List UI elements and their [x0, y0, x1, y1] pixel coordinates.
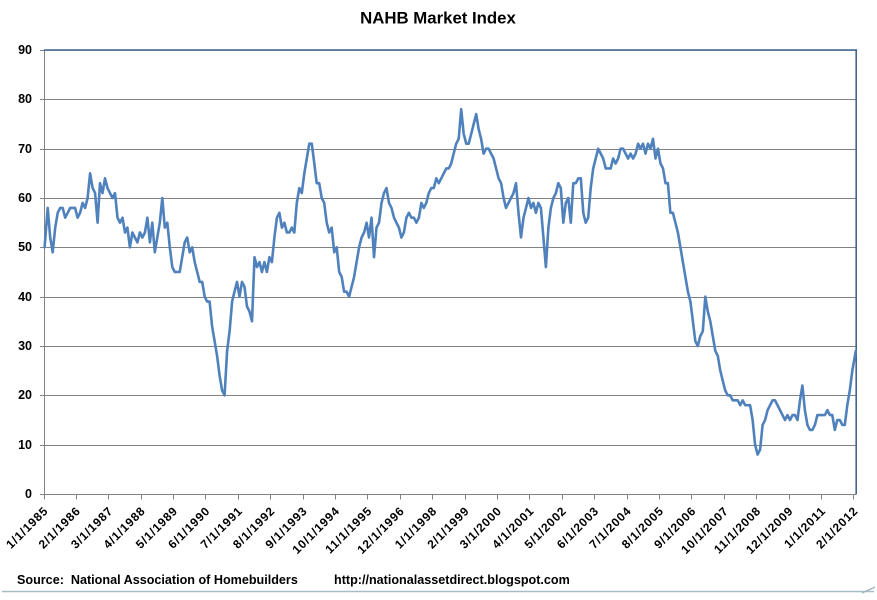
svg-text:50: 50 [18, 240, 32, 254]
svg-text:70: 70 [18, 142, 32, 156]
svg-text:80: 80 [18, 92, 32, 106]
svg-text:NAHB Market Index: NAHB Market Index [360, 9, 516, 28]
svg-text:20: 20 [18, 388, 32, 402]
svg-text:0: 0 [25, 487, 32, 501]
svg-text:30: 30 [18, 339, 32, 353]
svg-text:90: 90 [18, 43, 32, 57]
svg-text:40: 40 [18, 290, 32, 304]
svg-text:60: 60 [18, 191, 32, 205]
svg-text:http://nationalassetdirect.blo: http://nationalassetdirect.blogspot.com [334, 573, 570, 587]
svg-text:Source: National Association: Source: National Association of Homebuil… [17, 573, 298, 587]
svg-text:10: 10 [18, 438, 32, 452]
